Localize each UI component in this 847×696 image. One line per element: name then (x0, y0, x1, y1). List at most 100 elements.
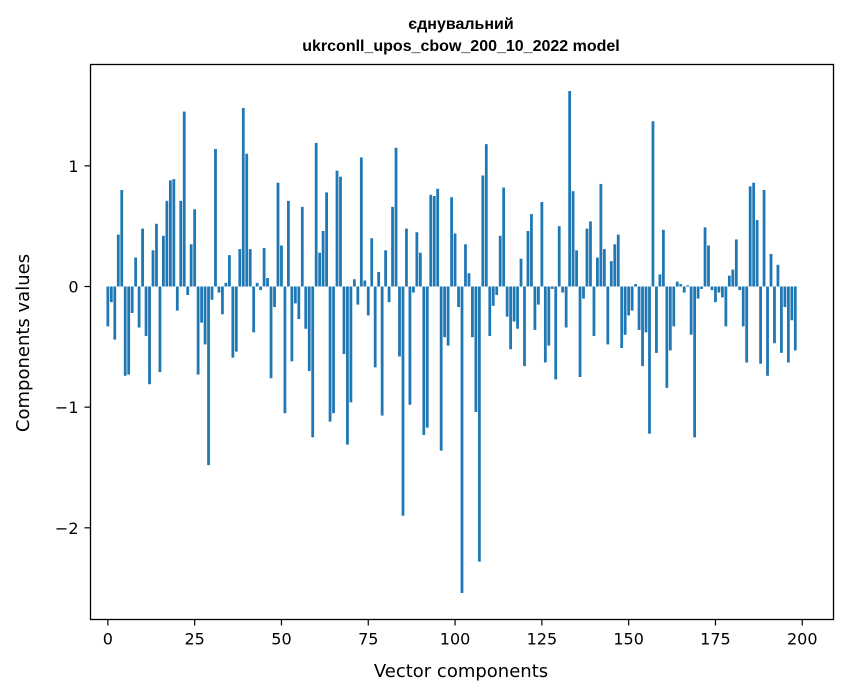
bar-29 (207, 286, 210, 466)
bar-41 (248, 249, 252, 287)
y-axis-ticks: −2 −1 0 1 (55, 157, 91, 538)
bar-154 (641, 286, 644, 367)
bar-120 (523, 286, 526, 367)
bar-80 (384, 250, 388, 287)
bar-103 (464, 244, 467, 287)
bar-163 (672, 286, 676, 327)
bar-63 (325, 192, 328, 287)
bar-135 (575, 250, 578, 287)
bar-12 (148, 286, 151, 385)
bar-137 (582, 286, 585, 299)
bar-145 (609, 261, 613, 287)
bar-143 (602, 249, 606, 287)
bar-9 (137, 286, 141, 328)
bar-50 (280, 245, 283, 287)
bar-39 (241, 107, 245, 287)
bar-101 (457, 286, 460, 308)
bar-37 (234, 286, 238, 352)
x-tick-label: 125 (527, 630, 558, 649)
bar-189 (762, 189, 766, 287)
bar-186 (752, 182, 756, 287)
bar-158 (655, 286, 658, 353)
bar-185 (748, 186, 752, 287)
bar-196 (786, 286, 790, 363)
bar-184 (745, 286, 749, 363)
bar-182 (738, 286, 742, 291)
bar-44 (259, 286, 263, 291)
bar-102 (460, 286, 464, 593)
bar-61 (318, 252, 322, 287)
bar-51 (283, 286, 287, 414)
bar-38 (238, 249, 242, 287)
bar-146 (613, 244, 617, 287)
bar-100 (453, 233, 457, 287)
bar-192 (773, 286, 776, 344)
bar-133 (568, 91, 572, 287)
bar-93 (429, 194, 433, 287)
bar-171 (700, 286, 703, 289)
bar-82 (391, 206, 394, 287)
bar-119 (519, 258, 523, 287)
bar-79 (380, 286, 384, 416)
bar-48 (273, 286, 276, 308)
bar-98 (446, 286, 450, 346)
bar-95 (436, 188, 440, 287)
bar-27 (200, 286, 203, 323)
bar-8 (134, 257, 138, 287)
bar-177 (721, 286, 724, 298)
bar-165 (679, 284, 683, 287)
bar-194 (780, 286, 783, 353)
bar-52 (287, 200, 290, 287)
bar-33 (221, 286, 224, 315)
bar-65 (332, 286, 335, 414)
bar-25 (193, 209, 197, 287)
bar-35 (227, 255, 231, 287)
bar-129 (554, 286, 558, 380)
bar-139 (589, 221, 592, 287)
bar-15 (158, 286, 162, 373)
bar-94 (432, 196, 436, 287)
bar-157 (651, 121, 655, 287)
bar-118 (516, 286, 519, 329)
bar-0 (106, 286, 110, 327)
bar-132 (564, 286, 568, 328)
bar-99 (450, 197, 453, 287)
x-tick-label: 175 (700, 630, 731, 649)
bar-68 (342, 286, 346, 355)
bar-106 (474, 286, 478, 412)
bar-86 (405, 228, 408, 287)
bar-173 (707, 245, 710, 287)
bar-169 (693, 286, 697, 438)
bar-24 (189, 244, 193, 287)
bar-160 (661, 229, 665, 287)
bar-167 (686, 285, 690, 287)
bar-92 (425, 286, 429, 428)
bar-195 (783, 286, 787, 308)
bar-116 (509, 286, 512, 350)
bar-22 (182, 111, 186, 287)
bar-90 (418, 252, 422, 287)
bar-21 (179, 200, 183, 287)
bar-150 (627, 286, 631, 316)
chart-title-line-1: єднувальний (408, 16, 513, 33)
x-axis-ticks: 0 25 50 75 100 125 150 175 200 (103, 619, 818, 649)
bar-161 (665, 286, 669, 388)
bar-2 (113, 286, 117, 340)
bar-36 (231, 286, 235, 358)
bar-112 (495, 286, 499, 295)
bar-70 (349, 286, 353, 403)
bar-127 (547, 286, 551, 346)
bar-114 (502, 187, 506, 287)
bar-113 (498, 235, 502, 287)
y-tick-label: 0 (68, 278, 78, 297)
bar-74 (363, 280, 367, 287)
bar-156 (648, 286, 651, 434)
bar-151 (630, 286, 634, 311)
x-tick-label: 25 (184, 630, 204, 649)
bar-191 (769, 253, 773, 287)
bar-75 (366, 286, 370, 316)
bar-45 (262, 247, 266, 287)
y-tick-label: −1 (55, 398, 79, 417)
bar-110 (488, 286, 492, 336)
bar-16 (162, 235, 165, 287)
